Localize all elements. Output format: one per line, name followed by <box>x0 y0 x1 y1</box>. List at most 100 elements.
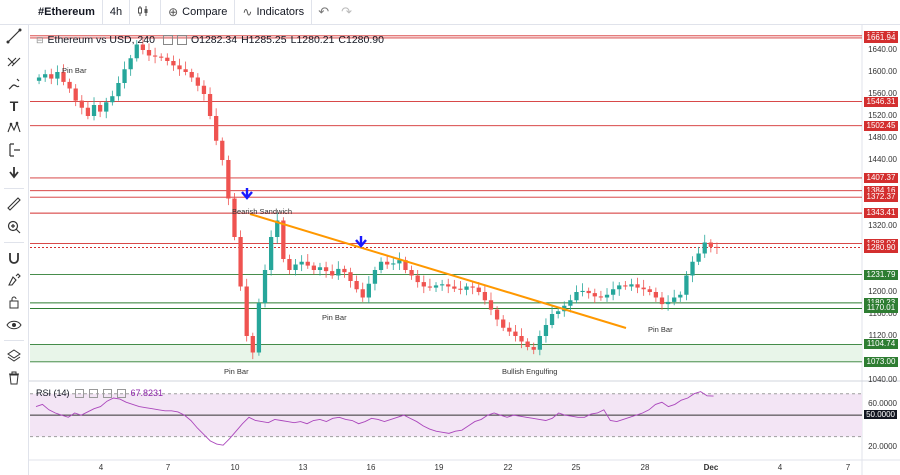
legend-title: Ethereum vs USD, 240 <box>47 34 155 46</box>
pitchfork-icon[interactable] <box>4 50 24 70</box>
candle-body <box>256 303 262 353</box>
candle-body <box>464 286 469 290</box>
price-tick-label: 1320.00 <box>868 221 897 230</box>
candle-body <box>116 83 121 97</box>
candle-body <box>128 58 133 70</box>
candle-body <box>439 284 445 286</box>
price-level-badge: 1372.37 <box>864 192 898 203</box>
candle-body <box>592 293 597 297</box>
source-box-icon[interactable] <box>176 35 187 45</box>
candle-body <box>305 261 310 266</box>
time-tick-label: 7 <box>165 463 171 472</box>
brush-icon[interactable] <box>4 74 24 94</box>
price-tick-label: 1160.00 <box>868 309 897 318</box>
chart-type-button[interactable] <box>130 0 162 24</box>
prediction-icon[interactable] <box>4 140 24 160</box>
time-tick-label: Dec <box>703 463 719 472</box>
candle-body <box>311 265 317 270</box>
candle-body <box>702 242 707 254</box>
candle-body <box>653 292 659 298</box>
collapse-icon[interactable]: ⊟ <box>36 34 44 45</box>
legend-low: L1280.21 <box>290 34 335 46</box>
price-tick-label: 1200.00 <box>868 287 897 296</box>
candle-body <box>659 297 665 305</box>
arrow-down-marker-icon <box>355 236 367 248</box>
rsi-close-icon[interactable] <box>116 388 126 398</box>
compare-button[interactable]: ⊕ Compare <box>161 0 236 24</box>
candle-body <box>446 284 451 287</box>
candle-body <box>281 220 286 259</box>
annotation-pin-bar: Pin Bar <box>62 66 87 75</box>
eye-icon[interactable] <box>4 315 24 335</box>
candle-body <box>104 102 109 112</box>
lock-icon[interactable] <box>4 292 24 312</box>
layers-icon[interactable] <box>4 346 24 366</box>
undo-icon[interactable]: ↶ <box>318 4 330 19</box>
candle-body <box>598 296 604 298</box>
candle-body <box>385 261 390 265</box>
price-tick-label: 1560.00 <box>868 89 897 98</box>
candle-body <box>531 347 536 350</box>
price-tick-label: 1040.00 <box>868 375 897 384</box>
candle-body <box>421 282 426 287</box>
candle-body <box>549 314 555 325</box>
candle-body <box>543 325 549 336</box>
magnet-icon[interactable] <box>4 248 24 268</box>
zoom-icon[interactable] <box>4 217 24 237</box>
settings-box-icon[interactable] <box>162 35 173 45</box>
candle-body <box>519 336 524 342</box>
candle-body <box>391 263 396 265</box>
ruler-icon[interactable] <box>4 194 24 214</box>
indicators-button[interactable]: ∿ Indicators <box>235 0 313 24</box>
price-level-badge: 1546.31 <box>864 96 898 107</box>
time-tick-label: 10 <box>230 463 240 472</box>
price-level-badge: 1280.90 <box>864 242 898 253</box>
indicators-label: Indicators <box>256 6 305 18</box>
text-icon[interactable]: T <box>9 98 19 114</box>
candle-body <box>336 268 341 276</box>
interval-selector[interactable]: 4h <box>103 0 131 24</box>
candle-body <box>696 253 701 262</box>
price-level-badge: 1502.45 <box>864 120 898 131</box>
pattern-icon[interactable] <box>4 118 24 138</box>
candle-body <box>635 284 640 288</box>
candle-body <box>220 140 225 160</box>
redo-icon[interactable]: ↷ <box>341 4 352 19</box>
price-level-badge: 1180.23 <box>864 297 898 308</box>
trash-icon[interactable] <box>4 368 24 388</box>
rsi-settings-icon[interactable] <box>74 388 84 398</box>
arrow-down-marker-icon <box>241 188 253 200</box>
arrow-down-icon[interactable] <box>4 162 24 182</box>
candle-body <box>623 285 628 287</box>
candle-body <box>494 309 500 320</box>
candle-body <box>262 270 268 303</box>
candle-body <box>665 301 671 305</box>
candle-body <box>409 270 414 276</box>
candle-body <box>415 275 420 283</box>
price-level-badge: 1661.94 <box>864 32 898 43</box>
candle-body <box>330 271 335 276</box>
price-tick-label: 1640.00 <box>868 45 897 54</box>
candle-body <box>49 74 54 79</box>
time-tick-label: 16 <box>366 463 376 472</box>
candle-body <box>470 286 475 288</box>
annotation-bearish-sandwich: Bearish Sandwich <box>232 207 293 216</box>
candle-body <box>641 287 646 290</box>
candle-body <box>586 290 591 294</box>
rsi-line <box>35 391 714 446</box>
candle-body <box>513 331 518 336</box>
rsi-source-icon[interactable] <box>88 388 98 398</box>
trendline-icon[interactable] <box>4 26 24 46</box>
rsi-legend: RSI (14) 67.8231 <box>36 388 163 398</box>
candle-body <box>61 72 66 82</box>
legend-high: H1285.25 <box>241 34 287 46</box>
annotation-pin-bar: Pin Bar <box>322 313 347 322</box>
candle-body <box>427 286 433 288</box>
symbol-search[interactable]: #Ethereum <box>0 0 103 24</box>
lock-drawing-icon[interactable] <box>4 270 24 290</box>
indicators-icon: ∿ <box>242 5 253 19</box>
rsi-hide-icon[interactable] <box>102 388 112 398</box>
candle-body <box>458 288 463 290</box>
candle-body <box>372 270 378 284</box>
